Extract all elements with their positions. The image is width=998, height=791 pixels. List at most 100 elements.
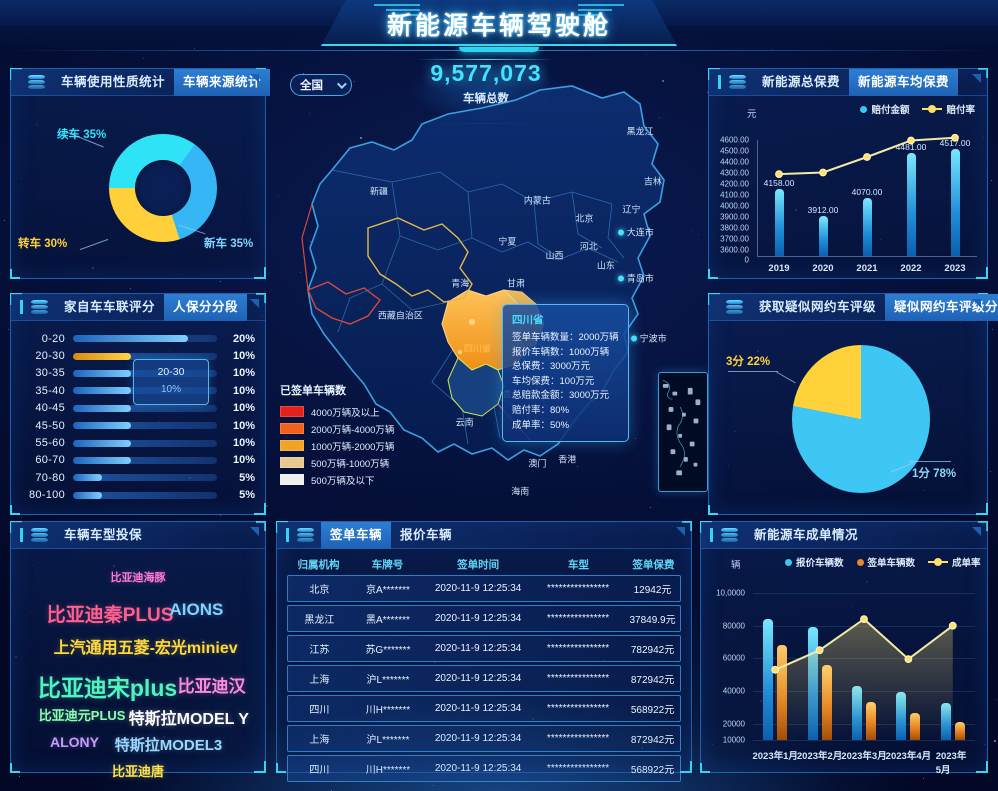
city-marker[interactable]: 青岛市 <box>618 272 654 285</box>
orders-y-tick: 20000 <box>701 719 745 728</box>
province-label[interactable]: 青海 <box>451 277 469 290</box>
premium-bar[interactable] <box>863 198 872 256</box>
panel-premium-body: 4600.00 4500.00 4400.00 4300.00 4200.00 4100.… <box>709 96 987 278</box>
legend-line-claim-rate <box>922 108 942 110</box>
table-cell: **************** <box>531 733 625 744</box>
table-row[interactable]: 江苏 苏G******* 2020-11-9 12:25:34 ***********… <box>287 635 681 662</box>
premium-x-tick: 2022 <box>900 263 921 274</box>
province-label[interactable]: 辽宁 <box>623 203 641 216</box>
score-bar-row[interactable]: 0-20 20% <box>21 330 255 347</box>
score-bar-fill <box>73 387 131 394</box>
legend-item-signed-vehicles[interactable]: 签单车辆数 <box>857 555 916 569</box>
legend-item-quoted-vehicles[interactable]: 报价车辆数 <box>785 555 844 569</box>
orders-bar-signed[interactable] <box>955 722 965 740</box>
score-bar-row[interactable]: 80-100 5% <box>21 487 255 504</box>
pie-leader-score1b <box>909 461 951 462</box>
orders-bar-quoted[interactable] <box>852 686 862 740</box>
word-cloud-item[interactable]: 比亚迪汉 <box>178 672 246 697</box>
orders-x-tick: 2023年3月 <box>841 748 886 762</box>
premium-bar[interactable] <box>907 153 916 256</box>
word-cloud-item[interactable]: 比亚迪宋plus <box>38 669 177 703</box>
premium-bar-value: 3912.00 <box>808 205 839 215</box>
word-cloud-item[interactable]: 比亚迪秦PLUS <box>47 600 174 627</box>
map-tooltip-title: 四川省 <box>512 312 619 327</box>
page-title: 新能源车辆驾驶舱 <box>387 6 611 42</box>
province-label[interactable]: 甘肃 <box>507 277 525 290</box>
legend-item-order-rate[interactable]: 成单率 <box>928 555 981 569</box>
orders-bar-quoted[interactable] <box>896 692 906 740</box>
orders-bar-signed[interactable] <box>866 702 876 740</box>
orders-bar-quoted[interactable] <box>763 619 773 740</box>
word-cloud-item[interactable]: 比亚迪海豚 <box>111 569 166 585</box>
province-label[interactable]: 香港 <box>558 452 576 465</box>
province-label[interactable]: 西藏自治区 <box>378 309 423 322</box>
city-marker[interactable]: 宁波市 <box>631 332 667 345</box>
table-cell: 黑A******* <box>351 611 425 626</box>
south-china-sea-inset-map[interactable] <box>658 372 708 492</box>
province-label[interactable]: 山西 <box>545 249 563 262</box>
province-label[interactable]: 河北 <box>580 240 598 253</box>
tab-quoted-vehicles[interactable]: 报价车辆 <box>391 522 461 549</box>
province-label[interactable]: 四川省 <box>464 341 491 354</box>
tab-picc-score-segment[interactable]: 人保分分段 <box>164 294 247 321</box>
table-row[interactable]: 黑龙江 黑A******* 2020-11-9 12:25:34 **********… <box>287 605 681 632</box>
table-cell: **************** <box>531 583 625 594</box>
score-bar-row[interactable]: 70-80 5% <box>21 469 255 486</box>
tab-rating-distribution[interactable]: 疑似网约车评级分布 <box>885 294 998 321</box>
orders-bar-quoted[interactable] <box>941 703 951 740</box>
province-label[interactable]: 北京 <box>575 212 593 225</box>
province-label[interactable]: 山东 <box>597 258 615 271</box>
orders-bar-signed[interactable] <box>822 665 832 740</box>
province-label[interactable]: 黑龙江 <box>627 124 654 137</box>
orders-bar-signed[interactable] <box>910 713 920 740</box>
score-bar-label: 60-70 <box>21 454 73 466</box>
legend-item-claim-rate[interactable]: 赔付率 <box>922 102 975 116</box>
score-bar-fill <box>73 457 131 464</box>
tab-vehicle-usage-stats[interactable]: 车辆使用性质统计 <box>52 69 174 96</box>
tab-get-ride-hailing-rating[interactable]: 获取疑似网约车评级 <box>750 294 885 321</box>
score-bar-fill <box>73 440 131 447</box>
province-label[interactable]: 内蒙古 <box>524 193 551 206</box>
table-row[interactable]: 上海 沪L******* 2020-11-9 12:25:34 ***********… <box>287 665 681 692</box>
orders-bar-quoted[interactable] <box>808 627 818 740</box>
table-column-header: 车型 <box>531 557 626 572</box>
word-cloud-item[interactable]: 特斯拉MODEL Y <box>129 705 249 729</box>
score-bar-fill <box>73 335 188 342</box>
score-bar-row[interactable]: 60-70 10% <box>21 452 255 469</box>
score-bar-row[interactable]: 45-50 10% <box>21 417 255 434</box>
province-label[interactable]: 宁夏 <box>498 235 516 248</box>
panel-orders-body: 10,0000 80000 60000 40000 20000 10000 2023年1月 2… <box>701 549 987 772</box>
word-cloud-item[interactable]: 上汽通用五菱-宏光miniev <box>54 634 238 658</box>
score-bar-row[interactable]: 55-60 10% <box>21 434 255 451</box>
panel-score-header: 家自车车联评分 人保分分段 <box>11 294 265 321</box>
premium-bar[interactable] <box>775 189 784 256</box>
map-legend-label: 500万辆及以下 <box>311 473 374 487</box>
tab-average-premium[interactable]: 新能源车均保费 <box>849 69 958 96</box>
province-label[interactable]: 云南 <box>456 415 474 428</box>
province-label[interactable]: 海南 <box>511 484 529 497</box>
city-marker[interactable]: 大连市 <box>618 226 654 239</box>
orders-x-tick: 2023年5月 <box>936 748 970 776</box>
score-bar-value: 5% <box>217 489 255 501</box>
legend-item-claim-amount[interactable]: 赔付金额 <box>860 102 909 116</box>
premium-bar[interactable] <box>819 216 828 256</box>
table-column-header: 归属机构 <box>287 557 350 572</box>
tab-total-premium[interactable]: 新能源总保费 <box>753 69 849 96</box>
province-label[interactable]: 澳门 <box>528 457 546 470</box>
table-row[interactable]: 北京 京A******* 2020-11-9 12:25:34 ***********… <box>287 575 681 602</box>
premium-bar[interactable] <box>951 149 960 256</box>
table-row[interactable]: 四川 川H******* 2020-11-9 12:25:34 ***********… <box>287 695 681 722</box>
province-label[interactable]: 新疆 <box>370 184 388 197</box>
word-cloud-item[interactable]: 特斯拉MODEL3 <box>115 734 223 755</box>
tab-signed-vehicles[interactable]: 签单车辆 <box>321 522 391 549</box>
table-row[interactable]: 四川 川H******* 2020-11-9 12:25:34 ***********… <box>287 755 681 782</box>
province-label[interactable]: 吉林 <box>644 175 662 188</box>
word-cloud-item[interactable]: ALONY <box>50 734 99 750</box>
table-row[interactable]: 上海 沪L******* 2020-11-9 12:25:34 ***********… <box>287 725 681 752</box>
pie-label-score1: 1分 78% <box>912 465 956 481</box>
word-cloud-item[interactable]: 比亚迪元PLUS <box>39 705 126 724</box>
orders-bar-signed[interactable] <box>777 645 787 740</box>
word-cloud-item[interactable]: 比亚迪唐 <box>112 761 164 780</box>
tab-family-car-score[interactable]: 家自车车联评分 <box>55 294 164 321</box>
word-cloud-item[interactable]: AIONS <box>169 600 223 620</box>
